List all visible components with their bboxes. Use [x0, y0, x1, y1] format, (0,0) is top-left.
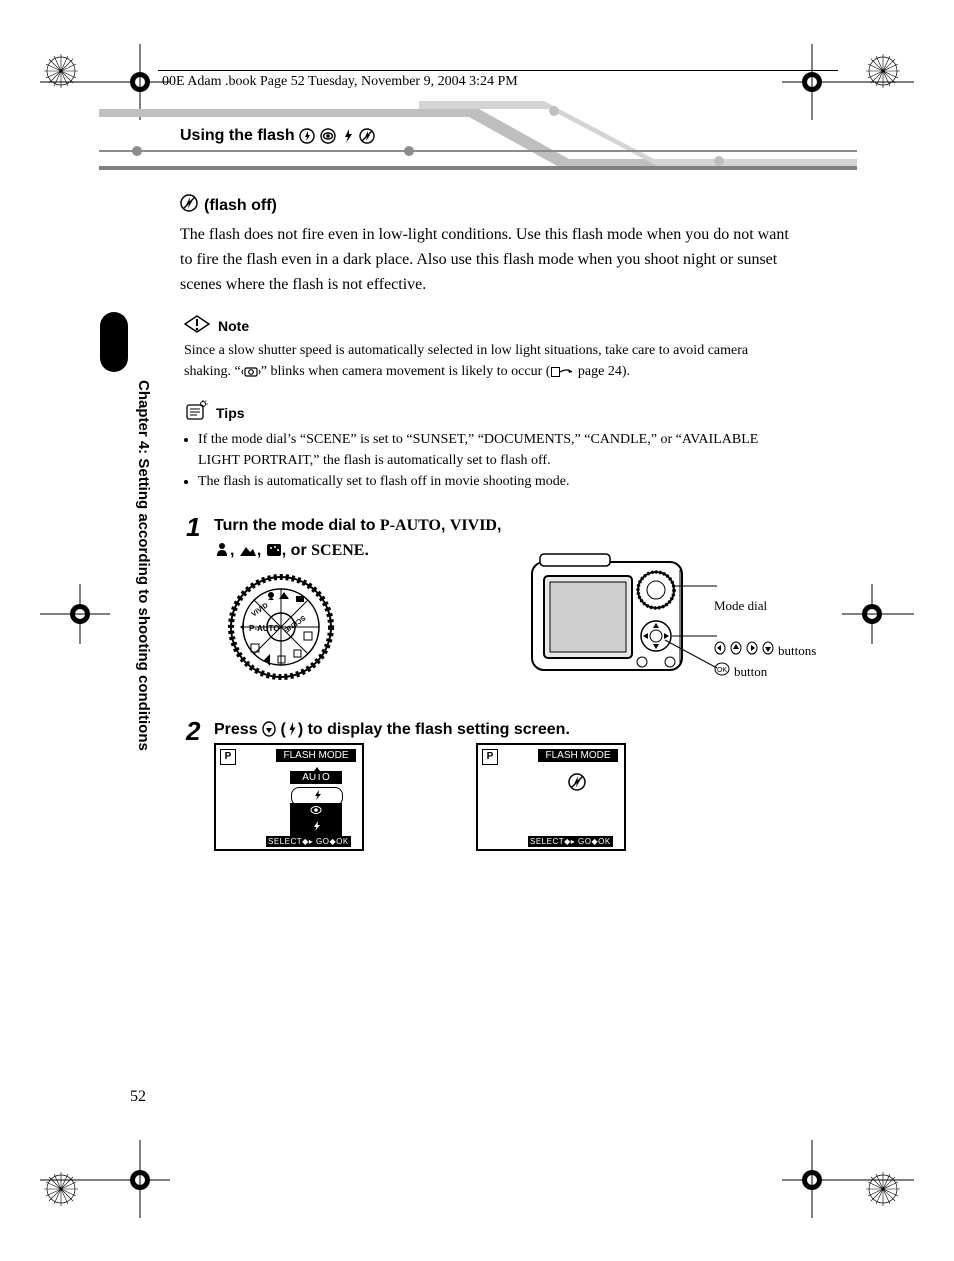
step1-suffix: , or — [282, 542, 311, 559]
mode-dial-figure: P-AUTO VIVID SCENE — [226, 572, 336, 687]
step1-mode-vivid: VIVID — [450, 517, 497, 534]
svg-text:OK: OK — [717, 667, 727, 674]
page-ref-icon — [550, 366, 574, 378]
lcd-screen-left: P FLASH MODE AUTO SELECT◆▸ GO◆OK — [214, 743, 364, 851]
camera-figure — [522, 540, 702, 695]
redeye-icon — [319, 128, 337, 144]
step1-mode-scene: SCENE — [311, 542, 364, 559]
tips-heading: Tips — [184, 400, 790, 425]
tips-icon — [184, 400, 208, 425]
dpad-up-icon — [730, 641, 742, 662]
tips-label: Tips — [216, 405, 245, 421]
lcd-footer: SELECT◆▸ GO◆OK — [528, 836, 613, 847]
camera-shake-icon — [241, 365, 261, 379]
tip-item: The flash is automatically set to flash … — [198, 471, 790, 492]
step1-end: . — [364, 542, 368, 559]
section-title: Using the flash — [180, 127, 375, 145]
step1-sep1: , — [441, 517, 450, 534]
flash-icon — [286, 721, 298, 738]
dial-label-pauto: P-AUTO — [249, 624, 280, 633]
lcd-scroll-up-icon — [312, 767, 322, 775]
step2-suffix: ) to display the flash setting screen. — [298, 721, 570, 738]
note-pageref: page 24). — [574, 364, 630, 379]
lcd-banner: FLASH MODE — [276, 749, 356, 762]
lcd-option-redeye — [290, 803, 342, 820]
lcd-p-badge: P — [220, 749, 236, 765]
note-icon — [184, 315, 210, 336]
flash-auto-icon — [299, 128, 315, 144]
lcd-banner: FLASH MODE — [538, 749, 618, 762]
step2-mid: ( — [276, 721, 286, 738]
ok-button-icon: OK — [714, 662, 730, 683]
section-title-text: Using the flash — [180, 127, 295, 145]
callout-mode-dial: Mode dial — [714, 596, 816, 617]
step-2-number: 2 — [186, 718, 200, 744]
step-1-text: Turn the mode dial to P-AUTO, VIVID, , ,… — [214, 514, 514, 564]
file-header-rule — [158, 70, 838, 71]
step1-prefix: Turn the mode dial to — [214, 517, 380, 534]
camera-callouts: Mode dial buttons OK button — [714, 594, 816, 682]
dpad-right-icon — [746, 641, 758, 662]
lcd-footer: SELECT◆▸ GO◆OK — [266, 836, 351, 847]
step2-prefix: Press — [214, 721, 262, 738]
landscape-mode-icon — [239, 542, 257, 559]
page-number: 52 — [130, 1088, 146, 1106]
night-mode-icon — [266, 542, 282, 559]
note-line2: ” blinks when camera movement is likely … — [261, 364, 551, 379]
flash-off-heading-text: (flash off) — [204, 197, 277, 215]
dpad-down-icon — [762, 641, 774, 662]
step-2: 2 Press ( ) to display the flash setting … — [180, 718, 790, 863]
flash-off-heading-icon — [180, 194, 198, 217]
portrait-mode-icon — [214, 542, 230, 559]
dpad-left-icon — [714, 641, 726, 662]
file-header: 00E Adam .book Page 52 Tuesday, November… — [162, 74, 518, 90]
callout-ok-button: OK button — [714, 662, 816, 683]
dpad-down-icon — [262, 721, 276, 738]
lcd-p-badge: P — [482, 749, 498, 765]
tip-item: If the mode dial’s “SCENE” is set to “SU… — [198, 429, 790, 471]
flash-off-icon — [359, 128, 375, 144]
step1-mode-pauto: P-AUTO — [380, 517, 441, 534]
flash-off-heading: (flash off) — [180, 194, 790, 217]
lcd-screen-right: P FLASH MODE SELECT◆▸ GO◆OK — [476, 743, 626, 851]
note-label: Note — [218, 318, 249, 334]
note-heading: Note — [184, 315, 790, 336]
flash-off-paragraph: The flash does not fire even in low-ligh… — [180, 223, 790, 297]
step-1-number: 1 — [186, 514, 200, 540]
tips-list: If the mode dial’s “SCENE” is set to “SU… — [180, 429, 790, 492]
flash-fill-icon — [341, 128, 355, 144]
side-chapter-label: Chapter 4: Setting according to shooting… — [132, 380, 152, 800]
callout-ok-label: button — [734, 662, 767, 683]
banner-underline — [99, 166, 857, 170]
callout-buttons-label: buttons — [778, 641, 816, 662]
lcd-selected-flash-off — [568, 773, 586, 796]
callout-dpad-buttons: buttons — [714, 641, 816, 662]
step1-sep2: , — [497, 517, 501, 534]
step-1: 1 Turn the mode dial to P-AUTO, VIVID, ,… — [180, 514, 790, 702]
side-tab-pill — [100, 312, 128, 372]
step-2-text: Press ( ) to display the flash setting sc… — [214, 718, 790, 743]
note-body: Since a slow shutter speed is automatica… — [184, 340, 790, 382]
